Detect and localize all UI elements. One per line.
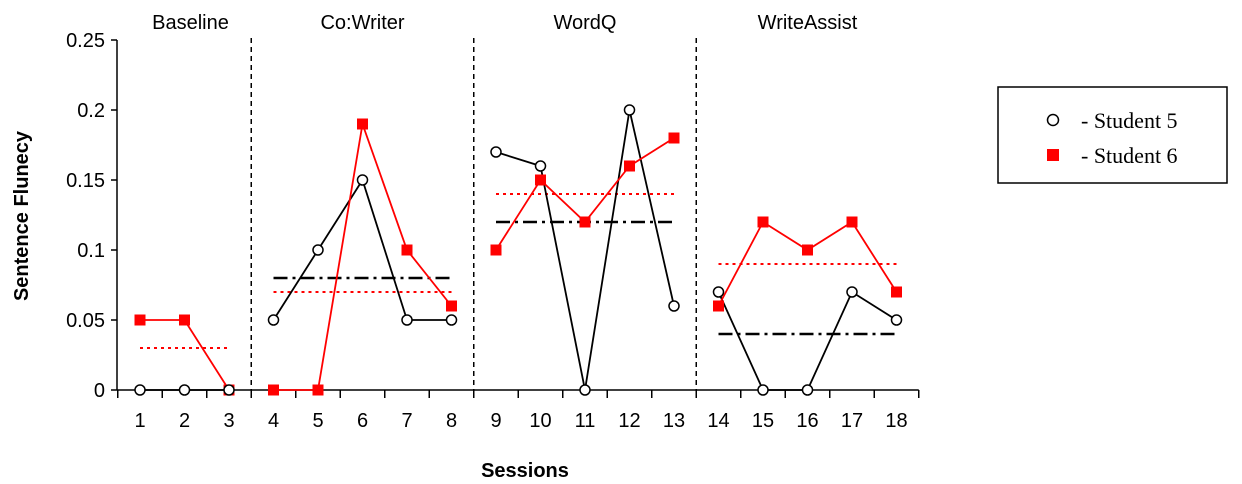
phase-mean-lines <box>140 193 897 349</box>
x-tick-label: 6 <box>357 410 368 432</box>
x-tick-label: 15 <box>752 410 774 432</box>
series-line-segment <box>272 177 452 321</box>
data-point-circle <box>534 160 547 172</box>
legend-student-5-label: - Student 5 <box>1081 108 1178 133</box>
y-ticks: 0 0.05 0.1 0.15 0.2 0.25 <box>66 30 117 402</box>
data-point-circle <box>490 146 502 158</box>
data-point-circle <box>356 174 369 186</box>
y-tick-label: 0.25 <box>66 30 105 52</box>
series-line-segment <box>273 123 453 391</box>
legend-student-5-marker <box>1046 113 1060 127</box>
series-markers <box>134 104 903 396</box>
legend-student-6-label: - Student 6 <box>1081 143 1178 168</box>
data-point-square <box>268 384 279 396</box>
data-point-square <box>401 244 413 256</box>
x-tick-label: 17 <box>841 410 863 432</box>
y-tick-label: 0.2 <box>77 100 105 122</box>
x-tick-label: 4 <box>268 410 279 432</box>
x-tick-label: 1 <box>134 410 145 432</box>
x-tick-label: 14 <box>707 410 729 432</box>
data-point-circle <box>846 286 858 298</box>
x-tick-label: 13 <box>663 410 685 432</box>
data-point-square <box>179 314 190 326</box>
series-line-segment <box>495 109 675 391</box>
y-tick-label: 0.15 <box>66 170 105 192</box>
data-point-circle <box>267 314 280 326</box>
data-point-square <box>490 244 502 256</box>
data-point-circle <box>890 314 903 326</box>
x-tick-label: 2 <box>179 410 190 432</box>
x-tick-label: 16 <box>796 410 818 432</box>
phase-dividers <box>250 38 697 390</box>
data-point-square <box>668 132 680 144</box>
series-line-segment <box>495 137 675 251</box>
data-point-circle <box>801 384 814 396</box>
data-point-square <box>357 118 368 130</box>
legend-student-6-marker <box>1047 149 1059 161</box>
data-point-circle <box>668 300 680 312</box>
data-point-circle <box>223 384 235 396</box>
data-point-circle <box>757 384 769 396</box>
phase-labels: Baseline Co:Writer WordQ WriteAssist <box>152 12 858 34</box>
data-point-square <box>624 160 635 172</box>
data-point-circle <box>178 384 191 396</box>
x-tick-label: 18 <box>885 410 907 432</box>
x-axis-title: Sessions <box>481 460 569 482</box>
data-point-square <box>446 300 457 312</box>
data-point-circle <box>401 314 413 326</box>
data-point-square <box>757 216 769 228</box>
series-line-segment <box>717 290 897 391</box>
y-tick-label: 0.05 <box>66 310 105 332</box>
data-point-circle <box>579 384 591 396</box>
x-tick-label: 12 <box>618 410 640 432</box>
x-tick-label: 8 <box>446 410 457 432</box>
data-point-square <box>312 384 324 396</box>
data-point-square <box>579 216 591 228</box>
data-point-square <box>134 314 146 326</box>
phase-label: Baseline <box>152 12 229 34</box>
data-point-square <box>846 216 858 228</box>
phase-label: WordQ <box>554 12 617 34</box>
x-ticks: 1 2 3 4 5 6 7 8 9 10 11 12 13 14 15 16 17 18 <box>117 390 920 432</box>
legend-box <box>997 86 1228 184</box>
phase-label: Co:Writer <box>320 12 404 34</box>
phase-label: WriteAssist <box>758 12 858 34</box>
data-point-square <box>535 174 546 186</box>
series-lines <box>140 109 898 391</box>
y-tick-label: 0.1 <box>77 240 105 262</box>
data-point-square <box>891 286 902 298</box>
x-tick-label: 3 <box>223 410 234 432</box>
data-point-circle <box>445 314 458 326</box>
data-point-circle <box>623 104 636 116</box>
x-tick-label: 9 <box>490 410 501 432</box>
data-point-circle <box>312 244 324 256</box>
data-point-square <box>802 244 813 256</box>
data-point-circle <box>134 384 146 396</box>
x-tick-label: 11 <box>575 410 596 432</box>
x-tick-label: 5 <box>312 410 323 432</box>
series-line-segment <box>140 319 230 391</box>
y-tick-label: 0 <box>94 380 105 402</box>
data-point-square <box>713 300 724 312</box>
legend: - Student 5 - Student 6 <box>997 86 1228 184</box>
x-tick-label: 7 <box>401 410 412 432</box>
y-axis-title: Sentence Flunecy <box>11 130 33 301</box>
data-point-circle <box>712 286 725 298</box>
series-line-segment <box>717 220 898 307</box>
x-tick-label: 10 <box>529 410 551 432</box>
